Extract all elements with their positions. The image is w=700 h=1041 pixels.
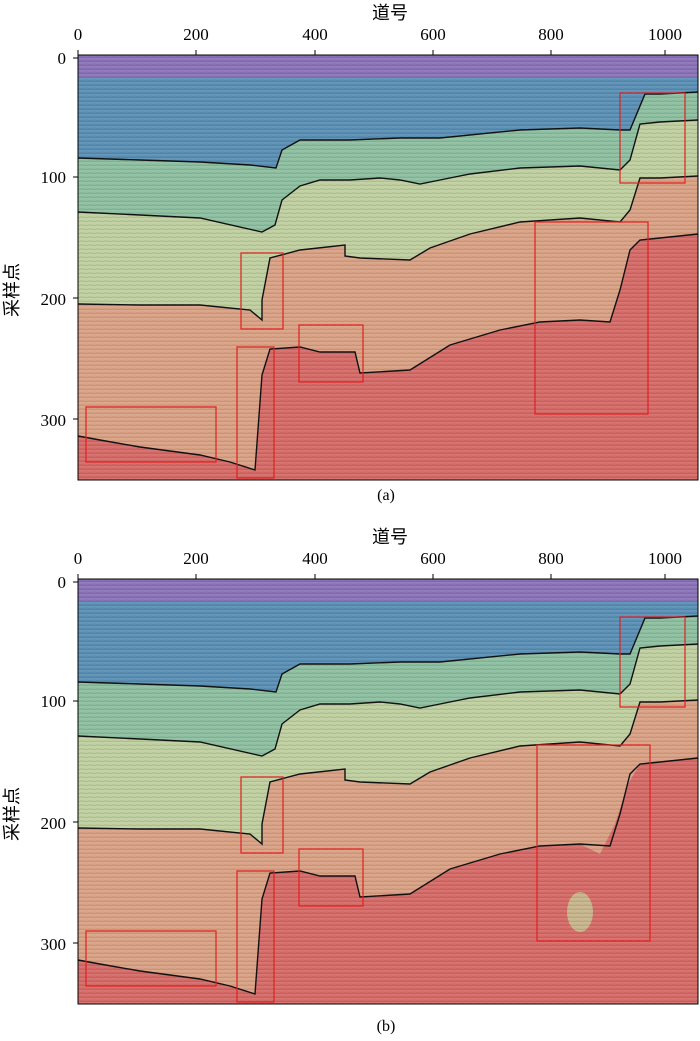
y-tick-label: 100 <box>41 692 67 711</box>
x-tick-label: 800 <box>538 549 564 568</box>
panel-caption: (a) <box>377 487 395 504</box>
y-tick-label: 300 <box>41 935 67 954</box>
highlight-boxes <box>85 616 686 1003</box>
x-tick-label: 0 <box>74 549 83 568</box>
plot-frame <box>77 578 699 1005</box>
x-axis-title: 道号 <box>372 3 408 23</box>
y-tick-label: 200 <box>41 290 67 309</box>
highlight-box <box>298 324 364 383</box>
highlight-box <box>236 346 275 479</box>
x-tick-label: 400 <box>302 549 328 568</box>
y-axis-title: 采样点 <box>2 787 22 841</box>
y-axis-title: 采样点 <box>2 263 22 317</box>
highlight-box <box>240 252 284 330</box>
highlight-box <box>298 848 364 907</box>
horizon-line <box>77 615 699 693</box>
highlight-boxes <box>85 92 686 479</box>
seismic-section <box>77 579 699 1004</box>
y-tick-label: 300 <box>41 411 67 430</box>
highlight-box <box>85 406 217 463</box>
highlight-box <box>619 616 686 708</box>
highlight-box <box>619 92 686 184</box>
horizon-line <box>77 119 699 233</box>
y-tick-label: 0 <box>58 573 67 592</box>
y-tick-label: 200 <box>41 814 67 833</box>
highlight-box <box>85 930 217 987</box>
axis-ticks <box>73 574 666 944</box>
x-tick-label: 200 <box>183 25 209 44</box>
x-tick-label: 1000 <box>648 25 682 44</box>
x-tick-label: 600 <box>420 549 446 568</box>
plot-frame <box>77 54 699 481</box>
highlight-box <box>236 870 275 1003</box>
panel-b: 道号 0 200 400 600 800 1000 0 100 200 300 … <box>2 527 699 1035</box>
y-tick-label: 0 <box>58 49 67 68</box>
highlight-box <box>536 744 651 942</box>
y-tick-label: 100 <box>41 168 67 187</box>
horizon-line <box>77 91 699 169</box>
horizon-line <box>77 699 699 846</box>
x-axis-title: 道号 <box>372 527 408 547</box>
horizon-line <box>77 757 699 995</box>
x-tick-label: 400 <box>302 25 328 44</box>
horizon-line <box>77 233 699 471</box>
reflection-texture <box>78 579 698 1004</box>
panel-caption: (b) <box>377 1018 396 1035</box>
highlight-box <box>240 776 284 854</box>
panel-a: 道号 0 200 400 600 800 1000 0 100 200 300 … <box>2 3 699 504</box>
axis-ticks <box>73 50 666 420</box>
x-tick-label: 1000 <box>648 549 682 568</box>
seismic-section <box>77 55 699 480</box>
horizon-line <box>77 175 699 322</box>
x-tick-label: 200 <box>183 549 209 568</box>
x-tick-label: 800 <box>538 25 564 44</box>
reflection-texture <box>78 55 698 480</box>
x-tick-label: 600 <box>420 25 446 44</box>
horizon-line <box>77 643 699 757</box>
x-tick-label: 0 <box>74 25 83 44</box>
highlight-box <box>534 221 649 415</box>
